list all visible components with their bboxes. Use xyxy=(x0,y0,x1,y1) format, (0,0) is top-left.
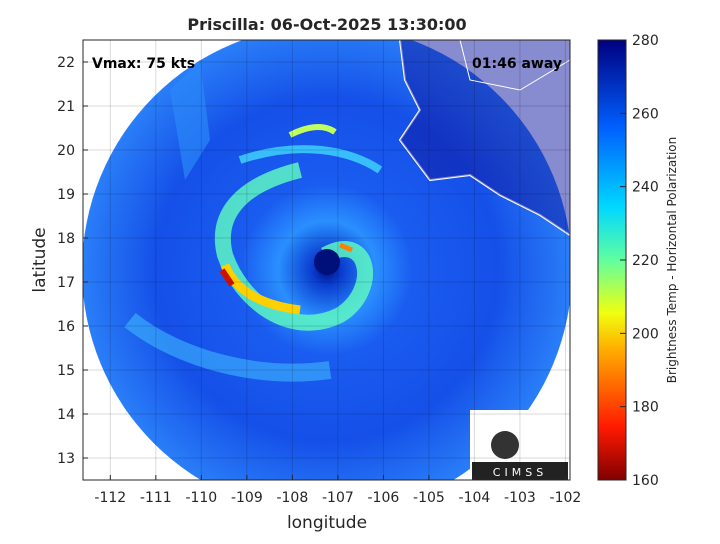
x-tick-label: -102 xyxy=(550,490,582,506)
time-away-label: 01:46 away xyxy=(472,56,562,72)
x-tick-label: -109 xyxy=(231,490,263,506)
logo-icon xyxy=(491,431,519,459)
x-tick-label: -108 xyxy=(276,490,308,506)
y-tick-label: 15 xyxy=(57,363,75,379)
y-tick-label: 21 xyxy=(57,99,75,115)
x-tick-label: -110 xyxy=(185,490,217,506)
colorbar-tick-label: 160 xyxy=(632,473,659,489)
y-tick-label: 19 xyxy=(57,187,75,203)
x-tick-label: -106 xyxy=(368,490,400,506)
colorbar-tick-label: 200 xyxy=(632,326,659,342)
y-tick-label: 22 xyxy=(57,55,75,71)
colorbar-tick-label: 260 xyxy=(632,106,659,122)
colorbar-tick-label: 240 xyxy=(632,180,659,196)
title: Priscilla: 06-Oct-2025 13:30:00 xyxy=(187,15,466,34)
y-tick-label: 20 xyxy=(57,143,75,159)
logo-text: CIMSS xyxy=(493,466,547,479)
x-tick-label: -111 xyxy=(140,490,172,506)
colorbar-tick-label: 180 xyxy=(632,400,659,416)
satellite-image xyxy=(83,40,570,480)
x-tick-label: -104 xyxy=(459,490,491,506)
logo-band xyxy=(472,462,568,480)
y-tick-label: 14 xyxy=(57,407,75,423)
vmax-label: Vmax: 75 kts xyxy=(92,56,195,72)
y-tick-label: 17 xyxy=(57,275,75,291)
y-axis-label: latitude xyxy=(30,227,50,292)
x-axis-label: longitude xyxy=(287,513,367,533)
x-tick-label: -112 xyxy=(94,490,126,506)
y-tick-label: 13 xyxy=(57,451,75,467)
plot-frame xyxy=(82,39,571,481)
x-tick-label: -107 xyxy=(322,490,354,506)
y-tick-label: 18 xyxy=(57,231,75,247)
x-tick-label: -103 xyxy=(504,490,536,506)
x-tick-label: -105 xyxy=(413,490,445,506)
colorbar-tick-label: 280 xyxy=(632,33,659,49)
colorbar-label: Brightness Temp - Horizontal Polarizatio… xyxy=(665,137,679,384)
y-tick-label: 16 xyxy=(57,319,75,335)
colorbar-tick-label: 220 xyxy=(632,253,659,269)
